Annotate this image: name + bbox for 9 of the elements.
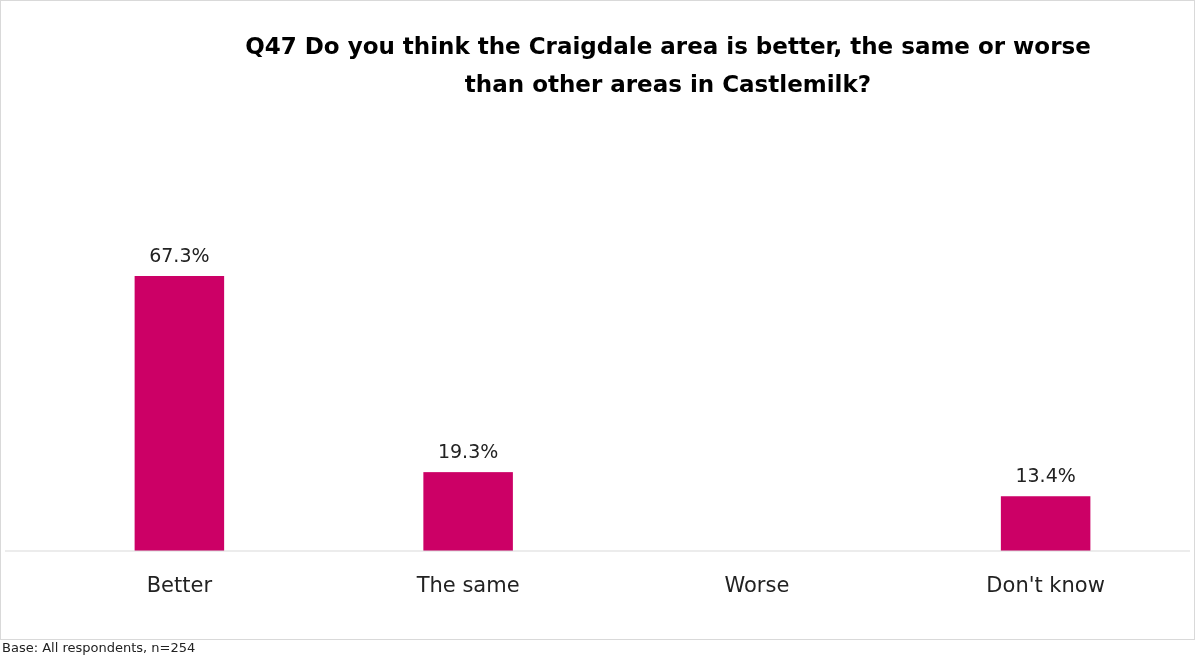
text: Base: All respondents, n=254 xyxy=(2,640,196,655)
x-tick-label: Don't know xyxy=(986,573,1105,597)
data-label: 19.3% xyxy=(437,440,499,463)
chart-title: Q47 Do you think the Craigdale area is better, the same or worse than other areas in Castlemilk? xyxy=(245,33,1091,97)
x-tick-label: The same xyxy=(415,573,520,597)
data-label: 67.3% xyxy=(149,244,210,266)
x-tick-label: Better xyxy=(146,573,213,597)
data-label: 13.4% xyxy=(1015,464,1076,487)
x-tick-label: Worse xyxy=(724,573,790,597)
